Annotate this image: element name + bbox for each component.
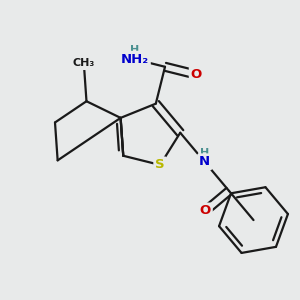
Text: NH₂: NH₂	[121, 53, 149, 66]
Text: S: S	[155, 158, 165, 171]
Text: H: H	[200, 148, 209, 158]
Text: H: H	[130, 45, 140, 55]
Text: O: O	[191, 68, 202, 81]
Text: CH₃: CH₃	[73, 58, 95, 68]
Text: N: N	[199, 155, 210, 168]
Text: O: O	[200, 205, 211, 218]
